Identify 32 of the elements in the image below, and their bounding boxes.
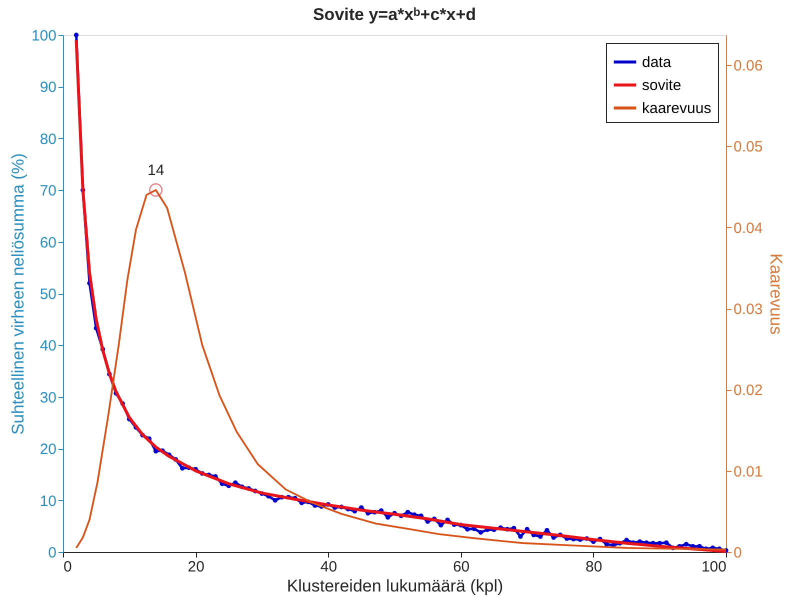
y2-tick-label: 0.05 xyxy=(734,138,763,156)
x-tick-label: 60 xyxy=(452,558,470,576)
x-tick-label: 100 xyxy=(701,558,726,576)
legend-label: data xyxy=(642,54,672,71)
y-tick-label: 0 xyxy=(48,544,56,562)
annotation: 14 xyxy=(147,162,164,180)
y2-tick-label: 0.04 xyxy=(734,220,763,237)
x-tick-label: 0 xyxy=(64,558,72,576)
x-tick-label: 80 xyxy=(586,558,602,576)
y-tick-label: 30 xyxy=(40,389,56,406)
y-tick-label: 10 xyxy=(40,492,56,510)
y2-tick-label: 0.02 xyxy=(734,382,763,400)
y2-tick-label: 0.01 xyxy=(734,463,763,480)
chart-title: Sovite y=a*xᵇ+c*x+d xyxy=(312,5,476,24)
y-tick-label: 80 xyxy=(40,130,56,148)
y2-tick-label: 0.06 xyxy=(734,58,763,75)
y2-tick-label: 0.03 xyxy=(734,301,763,318)
x-axis-title: Klustereiden lukumäärä (kpl) xyxy=(286,576,504,596)
y-tick-label: 20 xyxy=(40,441,56,458)
y2-axis-title: Kaarevuus xyxy=(766,253,786,335)
y-tick-label: 60 xyxy=(40,234,56,252)
y-tick-label: 50 xyxy=(40,286,56,303)
legend-label: sovite xyxy=(642,77,682,94)
x-tick-label: 20 xyxy=(188,558,204,576)
y-tick-label: 40 xyxy=(40,338,56,355)
y-tick-label: 90 xyxy=(40,79,56,96)
y-tick-label: 100 xyxy=(31,28,56,44)
y-tick-label: 70 xyxy=(40,182,56,200)
x-tick-label: 40 xyxy=(320,558,338,576)
legend-label: kaarevuus xyxy=(642,100,712,117)
y-axis-title: Suhteellinen virheen neliösumma (%) xyxy=(8,153,28,435)
y2-tick-label: 0 xyxy=(734,544,742,562)
